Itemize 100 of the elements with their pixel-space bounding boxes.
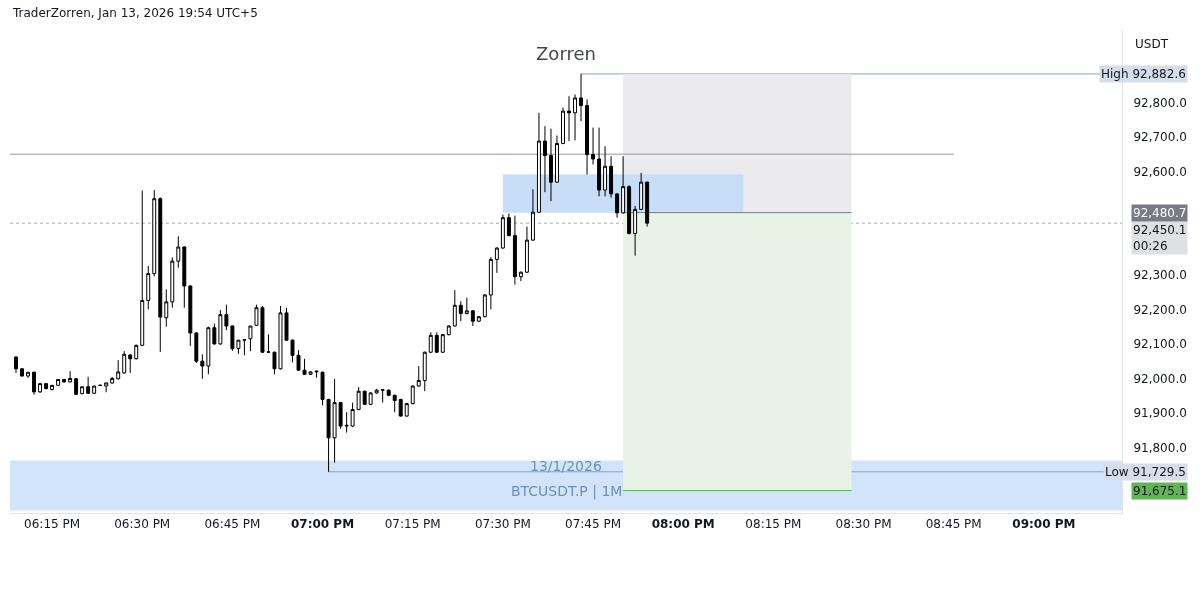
- y-tick-label: 92,000.0: [1133, 371, 1187, 386]
- candlestick: [104, 382, 109, 393]
- x-tick-label: 08:45 PM: [925, 517, 982, 532]
- candlestick: [609, 155, 614, 199]
- ref-line-label: Low 91,729.5: [1105, 465, 1186, 479]
- candlestick: [416, 365, 421, 388]
- candlestick: [549, 128, 553, 202]
- candlestick: [398, 398, 403, 418]
- candlestick: [567, 95, 571, 142]
- y-tick-label: 91,675.1: [1133, 484, 1187, 498]
- candlestick: [80, 386, 85, 395]
- candlestick: [170, 256, 175, 309]
- candlestick: [50, 384, 55, 392]
- candlestick: [428, 331, 433, 354]
- candlestick: [470, 309, 475, 327]
- candlestick: [446, 324, 451, 336]
- y-tick-label: 92,300.0: [1133, 268, 1187, 283]
- candlestick: [110, 376, 115, 385]
- candlestick: [32, 371, 37, 396]
- candlestick: [200, 353, 205, 380]
- candlestick: [434, 331, 439, 354]
- candlestick: [422, 351, 427, 392]
- candlestick: [62, 378, 67, 384]
- candlestick: [512, 215, 517, 286]
- y-tick-label: 92,600.0: [1133, 164, 1187, 179]
- x-tick-label: 06:45 PM: [204, 517, 261, 532]
- candlestick: [597, 127, 602, 197]
- candlestick: [615, 192, 620, 219]
- x-tick-label: 08:30 PM: [835, 517, 892, 532]
- y-tick-label: 92,800.0: [1133, 95, 1187, 110]
- text: TraderZorren, Jan 13, 2026 19:54 UTC+5: [12, 6, 258, 20]
- candlestick: [176, 235, 181, 269]
- candlestick: [404, 402, 409, 418]
- candlestick: [621, 155, 626, 215]
- y-tick-label: 91,800.0: [1133, 440, 1187, 455]
- candlestick: [386, 388, 391, 397]
- candlestick: [206, 326, 211, 375]
- candlestick: [639, 172, 644, 211]
- y-tick-label: 92,480.7: [1133, 206, 1187, 220]
- annotation: 13/1/2026: [530, 458, 602, 474]
- x-tick-label: 08:00 PM: [651, 517, 715, 532]
- candlestick: [212, 323, 217, 346]
- candlestick: [140, 189, 145, 347]
- candlestick: [585, 98, 590, 176]
- candlestick: [26, 371, 31, 379]
- candlestick: [164, 288, 169, 328]
- candlestick: [38, 383, 43, 394]
- y-tick-label: 92,700.0: [1133, 130, 1187, 145]
- candlestick: [194, 331, 199, 364]
- candlestick: [458, 300, 463, 322]
- candlestick: [74, 377, 79, 396]
- candlestick: [182, 245, 187, 309]
- x-tick-label: 07:15 PM: [384, 517, 441, 532]
- candlestick: [158, 196, 163, 353]
- x-tick-label: 08:15 PM: [745, 517, 802, 532]
- y-tick-label: 91,900.0: [1133, 406, 1187, 421]
- x-tick-label: 07:00 PM: [291, 517, 355, 532]
- candlestick: [362, 390, 367, 406]
- candlestick: [488, 256, 493, 310]
- candlestick: [476, 315, 481, 323]
- candlestick: [410, 384, 415, 405]
- candlestick: [86, 376, 91, 395]
- text: Zorren: [536, 43, 596, 65]
- candlestick: [188, 284, 193, 347]
- candlestick: [591, 127, 596, 166]
- candlestick: [561, 107, 565, 145]
- x-tick-label: 07:30 PM: [474, 517, 531, 532]
- candlestick: [530, 188, 535, 242]
- candlestick: [452, 289, 457, 328]
- y-tick-label: 92,200.0: [1133, 302, 1187, 317]
- candlestick: [524, 226, 529, 274]
- candlestick: [380, 388, 385, 404]
- candlestick: [603, 145, 608, 197]
- candlestick: [392, 394, 397, 413]
- candlestick: [56, 378, 61, 387]
- x-tick-label: 09:00 PM: [1012, 517, 1076, 532]
- candlestick: [506, 213, 511, 237]
- x-tick-label: 07:45 PM: [565, 517, 622, 532]
- candlestick: [152, 189, 157, 277]
- candlestick: [116, 359, 121, 380]
- candlestick: [14, 355, 18, 374]
- x-tick-label: 06:30 PM: [114, 517, 171, 532]
- candlestick: [122, 350, 127, 375]
- candlestick: [356, 386, 361, 411]
- y-axis-title: USDT: [1135, 37, 1169, 51]
- candlestick: [440, 333, 445, 354]
- candlestick: [500, 214, 505, 250]
- candlestick: [128, 353, 133, 374]
- candlestick: [555, 135, 559, 184]
- candlestick: [374, 388, 379, 395]
- candlestick: [464, 297, 469, 315]
- candlestick: [368, 391, 373, 406]
- candlestick: [645, 180, 650, 228]
- candlestick: [482, 293, 487, 318]
- candlestick: [134, 344, 139, 360]
- candlestick: [494, 246, 499, 274]
- candlestick: [518, 271, 523, 282]
- candlestick: [633, 205, 638, 257]
- candlestick: [627, 184, 632, 235]
- candlestick: [146, 265, 151, 310]
